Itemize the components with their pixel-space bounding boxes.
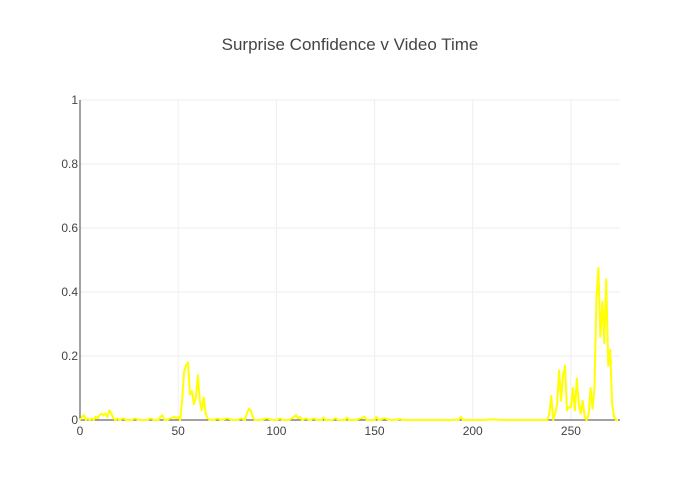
x-tick-label: 0 [77,424,84,438]
x-tick-label: 250 [561,424,581,438]
y-tick-label: 0.4 [61,285,78,299]
grid-layer [80,99,620,420]
y-tick-label: 0.8 [61,157,78,171]
y-tick-label: 0.6 [61,221,78,235]
series-layer [79,267,619,421]
x-tick-label: 50 [172,424,186,438]
y-tick-label: 0 [71,413,78,427]
tick-label-layer: 0 50 100 150 200 250 0 0.2 0.4 0.6 0.8 1 [61,93,581,438]
x-tick-label: 100 [266,424,286,438]
x-tick-label: 200 [463,424,483,438]
y-tick-label: 0.2 [61,349,78,363]
y-tick-label: 1 [71,93,78,107]
series-line [79,267,619,421]
x-tick-label: 150 [365,424,385,438]
chart-title: Surprise Confidence v Video Time [222,35,479,54]
